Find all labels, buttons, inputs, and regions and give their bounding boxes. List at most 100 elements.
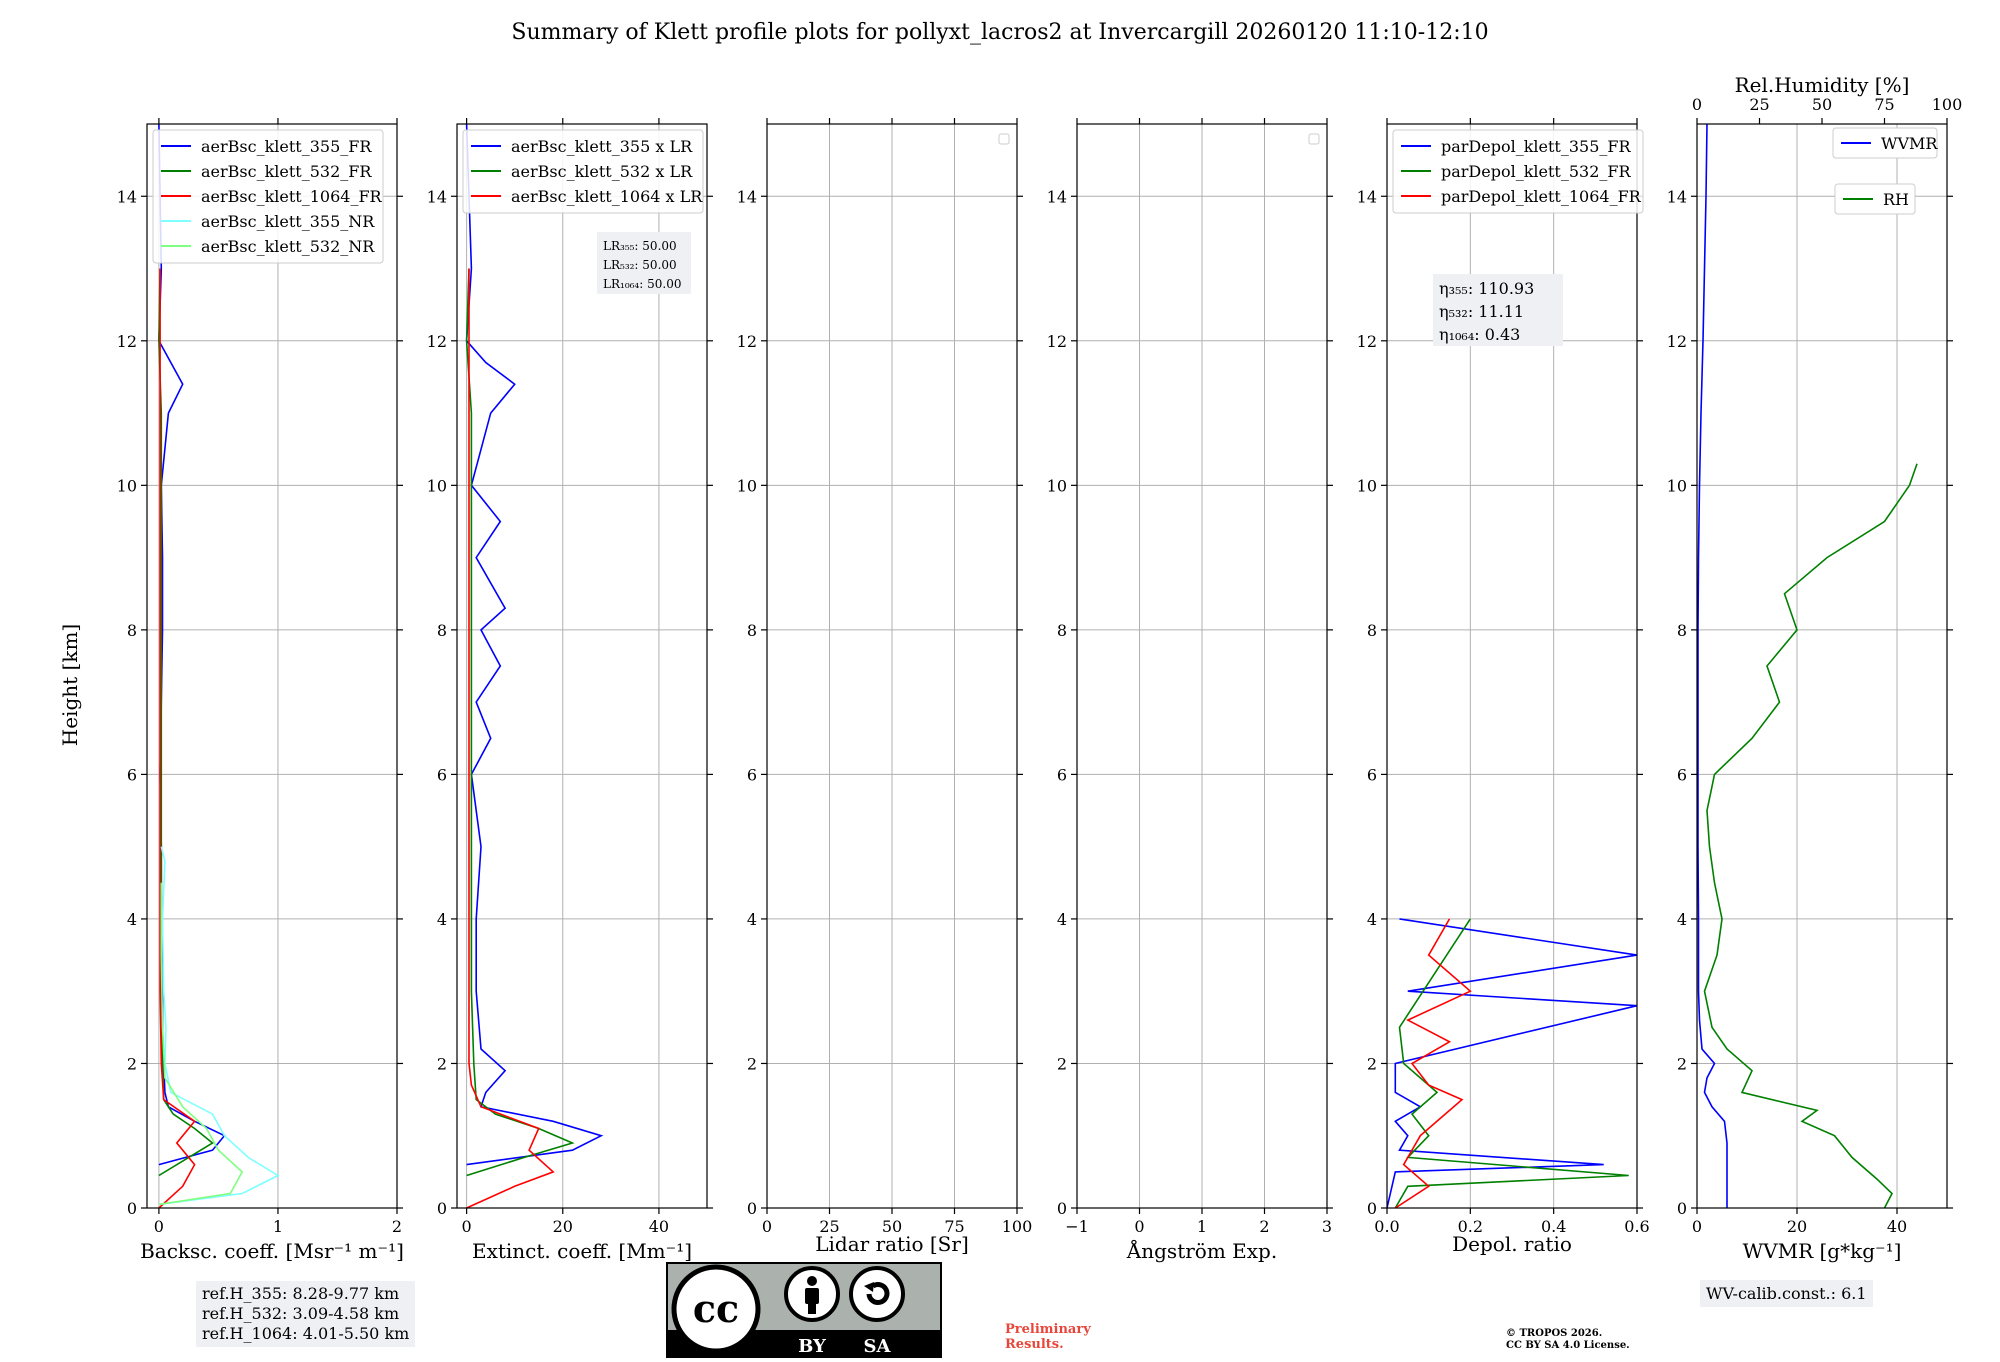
- legend-label: aerBsc_klett_1064_FR: [201, 187, 383, 206]
- eta-label: η₅₃₂: 11.11: [1439, 302, 1524, 321]
- y-tick-label: 0: [1367, 1199, 1377, 1218]
- x-tick-label: 40: [1887, 1217, 1907, 1236]
- figure-title: Summary of Klett profile plots for polly…: [511, 20, 1489, 45]
- y-tick-label: 12: [1047, 332, 1067, 351]
- axes-frame: [1386, 123, 1638, 1209]
- y-tick-label: 6: [747, 765, 757, 784]
- series-aerBsc_klett_355_FR: [158, 123, 226, 1166]
- xlabel-depolarization: Depol. ratio: [1452, 1232, 1572, 1256]
- xlabel-water-vapor: WVMR [g*kg⁻¹]: [1742, 1239, 1902, 1263]
- axes-frame: [456, 123, 708, 1209]
- y-tick-label: 2: [1057, 1054, 1067, 1073]
- y-tick-label: 14: [1667, 187, 1687, 206]
- eta-label: η₁₀₆₄: 0.43: [1439, 325, 1520, 344]
- panel-lidar_ratio: 0 25 50 75 100 0 2 4 6 8 10 12 14: [737, 118, 1032, 1236]
- series-aerBsc_klett_532_NR: [158, 882, 244, 1206]
- y-tick-label: 4: [747, 910, 757, 929]
- y-tick-label: 10: [427, 476, 447, 495]
- legend-label: aerBsc_klett_532_FR: [201, 162, 372, 181]
- x-tick-label: 0.4: [1541, 1217, 1566, 1236]
- lr-label: LR₅₃₂: 50.00: [603, 258, 677, 272]
- eta-label: η₃₅₅: 110.93: [1439, 279, 1534, 298]
- legend-label: aerBsc_klett_355 x LR: [511, 137, 693, 156]
- legend-box: [1832, 127, 1938, 159]
- series-aerBsc_klett_355_NR: [158, 846, 280, 1206]
- panel-depolarization: 0.0 0.2 0.4 0.6 0 2 4 6 8 10 12 14 parDepol_klett_35…: [1357, 118, 1650, 1236]
- wv-calibration-box: WV-calib.const.: 6.1: [1700, 1280, 1873, 1307]
- panel-backscatter: 0 1 202468101214aerBsc_klett_355_FRaerBsc_…: [117, 118, 403, 1236]
- y-tick-label: 0: [437, 1199, 447, 1218]
- x-tick-label: 40: [649, 1217, 669, 1236]
- legend-box: [1392, 129, 1644, 214]
- y-tick-label: 2: [1677, 1054, 1687, 1073]
- x-tick-label: 0: [1134, 1217, 1144, 1236]
- ref-height-1064: ref.H_1064: 4.01-5.50 km: [202, 1324, 410, 1343]
- y-tick-label: 12: [117, 332, 137, 351]
- y-tick-label: 8: [437, 621, 447, 640]
- series-aerBsc_klett_1064_FR: [158, 268, 196, 1209]
- legend-box: [462, 129, 704, 214]
- legend-label: RH: [1883, 190, 1909, 209]
- series-RH: [1703, 463, 1918, 1209]
- axes-frame: [1076, 123, 1328, 1209]
- axes-frame: [1696, 123, 1948, 1209]
- x-tick-label: 1: [1197, 1217, 1207, 1236]
- y-tick-label: 6: [1367, 765, 1377, 784]
- series-aerBsc_klett_1064 x LR: [466, 268, 555, 1209]
- y-tick-label: 14: [737, 187, 757, 206]
- y-tick-label: 14: [117, 187, 137, 206]
- x-tick-label: 1: [273, 1217, 283, 1236]
- legend-label: WVMR: [1881, 134, 1938, 153]
- axes-frame: [146, 123, 398, 1209]
- y-tick-label: 8: [747, 621, 757, 640]
- xlabel-extinction: Extinct. coeff. [Mm⁻¹]: [471, 1239, 693, 1263]
- series-aerBsc_klett_355 x LR: [465, 123, 604, 1166]
- axes-frame: [766, 123, 1018, 1209]
- legend-box: [1834, 183, 1916, 215]
- y-tick-label: 8: [1057, 621, 1067, 640]
- y-tick-label: 14: [427, 187, 447, 206]
- y-tick-label: 6: [1057, 765, 1067, 784]
- y-tick-label: 12: [737, 332, 757, 351]
- y-tick-label: 6: [127, 765, 137, 784]
- y-tick-label: 2: [127, 1054, 137, 1073]
- y-tick-label: 8: [1677, 621, 1687, 640]
- series-aerBsc_klett_532_FR: [158, 268, 214, 1177]
- copyright-line1: © TROPOS 2026.: [1506, 1328, 1603, 1339]
- x-tick-label: 2: [1259, 1217, 1269, 1236]
- x-tick-label: 25: [819, 1217, 839, 1236]
- y-tick-label: 14: [1357, 187, 1377, 206]
- reference-heights-box: ref.H_355: 8.28-9.77 km ref.H_532: 3.09-…: [196, 1281, 416, 1347]
- y-tick-label: 2: [437, 1054, 447, 1073]
- ref-height-355: ref.H_355: 8.28-9.77 km: [202, 1284, 400, 1303]
- x-tick-label: 0: [462, 1217, 472, 1236]
- y-tick-label: 4: [437, 910, 447, 929]
- y-tick-label: 10: [737, 476, 757, 495]
- y-tick-label: 10: [1667, 476, 1687, 495]
- person-icon: [784, 1266, 840, 1322]
- top-tick-label: 100: [1932, 95, 1963, 114]
- lr-label: LR₁₀₆₄: 50.00: [603, 277, 681, 291]
- series-aerBsc_klett_532 x LR: [465, 268, 575, 1177]
- cc-logo-text: cc: [693, 1286, 739, 1331]
- y-tick-label: 12: [427, 332, 447, 351]
- empty-legend-box: [998, 133, 1010, 145]
- panel-extinction: 0 20 40 0 2 4 6 8 10 12 14 aerBsc_klett_355 x LR aer…: [427, 118, 713, 1236]
- y-tick-label: 2: [1367, 1054, 1377, 1073]
- xlabel-lidar-ratio: Lidar ratio [Sr]: [815, 1232, 969, 1256]
- x-tick-label: 0.2: [1458, 1217, 1483, 1236]
- share-alike-icon: [849, 1266, 905, 1322]
- series-parDepol_klett_532_FR: [1394, 918, 1629, 1209]
- xlabel-backscatter: Backsc. coeff. [Msr⁻¹ m⁻¹]: [140, 1239, 404, 1263]
- y-tick-label: 12: [1667, 332, 1687, 351]
- x-tick-label: 3: [1322, 1217, 1332, 1236]
- x-tick-label: 0: [1692, 1217, 1702, 1236]
- x-tick-label: 2: [392, 1217, 402, 1236]
- y-tick-label: 12: [1357, 332, 1377, 351]
- x-tick-label: 0.6: [1624, 1217, 1649, 1236]
- y-tick-label: 8: [127, 621, 137, 640]
- x-tick-label: 75: [944, 1217, 964, 1236]
- panel-water_vapor: 0 20 40 0 2 4 6 8 10 12 14 WVMR RH 0 25 50 75 100 Rel.Humi…: [1667, 73, 1963, 1236]
- copyright-note: © TROPOS 2026. CC BY SA 4.0 License.: [1506, 1328, 1630, 1352]
